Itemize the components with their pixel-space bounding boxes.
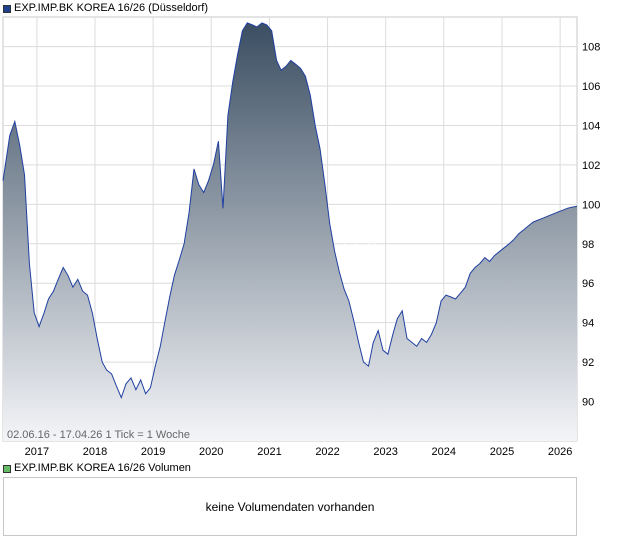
volume-panel: keine Volumendaten vorhanden <box>3 477 577 536</box>
x-tick-label: 2020 <box>199 446 223 458</box>
x-tick-label: 2019 <box>141 446 165 458</box>
volume-legend: EXP.IMP.BK KOREA 16/26 Volumen <box>3 462 191 475</box>
watermark: ECK <box>342 232 382 252</box>
y-tick-label: 100 <box>582 199 600 211</box>
price-legend-swatch <box>3 4 11 13</box>
x-tick-label: 2025 <box>490 446 514 458</box>
y-tick-label: 96 <box>582 278 594 290</box>
y-tick-label: 106 <box>582 81 600 93</box>
x-axis-ticks: 2017 2018 2019 2020 2021 2022 2023 2024 2025 2026 <box>25 446 573 458</box>
y-tick-label: 102 <box>582 160 600 172</box>
price-line <box>2 22 578 400</box>
x-tick-label: 2017 <box>25 446 49 458</box>
y-axis-ticks: 90 92 94 96 98 100 102 104 106 108 <box>582 42 600 409</box>
y-tick-label: 104 <box>582 120 600 132</box>
y-tick-label: 94 <box>582 318 594 330</box>
price-chart: ECK 02.06.16 - 17.04.26 1 Tick = 1 Woche… <box>2 16 600 458</box>
range-info: 02.06.16 - 17.04.26 1 Tick = 1 Woche <box>7 429 190 441</box>
x-tick-label: 2026 <box>548 446 572 458</box>
x-tick-label: 2021 <box>257 446 281 458</box>
y-tick-label: 98 <box>582 239 594 251</box>
x-tick-label: 2023 <box>373 446 397 458</box>
x-tick-label: 2018 <box>83 446 107 458</box>
x-tick-label: 2022 <box>315 446 339 458</box>
volume-empty-message: keine Volumendaten vorhanden <box>205 499 375 514</box>
price-legend-label: EXP.IMP.BK KOREA 16/26 (Düsseldorf) <box>14 2 209 14</box>
y-tick-label: 90 <box>582 397 594 409</box>
y-tick-label: 92 <box>582 357 594 369</box>
y-tick-label: 108 <box>582 42 600 54</box>
price-area <box>3 22 577 442</box>
x-tick-label: 2024 <box>432 446 456 458</box>
price-legend: EXP.IMP.BK KOREA 16/26 (Düsseldorf) <box>3 2 208 15</box>
volume-legend-label: EXP.IMP.BK KOREA 16/26 Volumen <box>14 462 191 474</box>
volume-legend-swatch <box>3 464 11 473</box>
